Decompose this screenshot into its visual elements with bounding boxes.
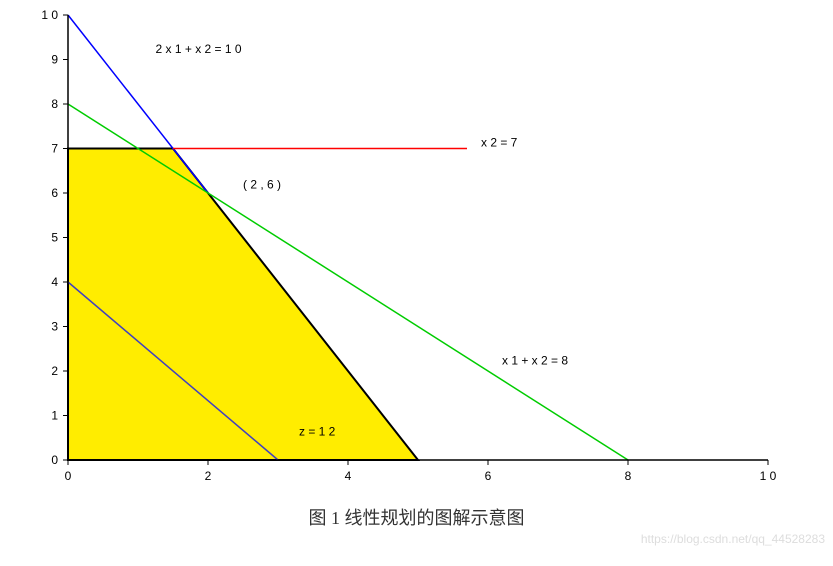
x-tick-label: 8	[625, 469, 632, 483]
feasible-region	[68, 149, 418, 461]
chart-label: ( 2 , 6 )	[243, 178, 281, 192]
figure-caption: 图 1 线性规划的图解示意图	[0, 504, 833, 530]
y-tick-label: 5	[51, 231, 58, 245]
watermark-text: https://blog.csdn.net/qq_44528283	[641, 532, 825, 546]
y-tick-label: 3	[51, 320, 58, 334]
x-tick-label: 0	[65, 469, 72, 483]
y-tick-label: 4	[51, 275, 58, 289]
y-tick-label: 6	[51, 186, 58, 200]
y-tick-label: 0	[51, 453, 58, 467]
chart-label: x 2 = 7	[481, 135, 518, 149]
chart-container: 0 2 4 6 8 1 0 0 1 2 3 4 5 6 7 8 9 1 0 2 x 1 + x 2 = 1 0 x …	[0, 0, 833, 566]
lp-chart: 0 2 4 6 8 1 0 0 1 2 3 4 5 6 7 8 9 1 0 2 x 1 + x 2 = 1 0 x …	[0, 0, 833, 490]
y-tick-label: 9	[51, 53, 58, 67]
y-tick-label: 8	[51, 97, 58, 111]
y-tick-label: 7	[51, 142, 58, 156]
chart-label: x 1 + x 2 = 8	[502, 353, 568, 367]
x-tick-label: 1 0	[760, 469, 777, 483]
chart-label: 2 x 1 + x 2 = 1 0	[156, 42, 242, 56]
y-tick-label: 2	[51, 364, 58, 378]
watermark: https://blog.csdn.net/qq_44528283	[641, 532, 825, 546]
chart-label: z = 1 2	[299, 425, 336, 439]
x-tick-label: 2	[205, 469, 212, 483]
caption-text: 图 1 线性规划的图解示意图	[309, 508, 525, 528]
x-tick-label: 4	[345, 469, 352, 483]
y-tick-label: 1	[51, 409, 58, 423]
x-tick-label: 6	[485, 469, 492, 483]
y-tick-label: 1 0	[41, 8, 58, 22]
